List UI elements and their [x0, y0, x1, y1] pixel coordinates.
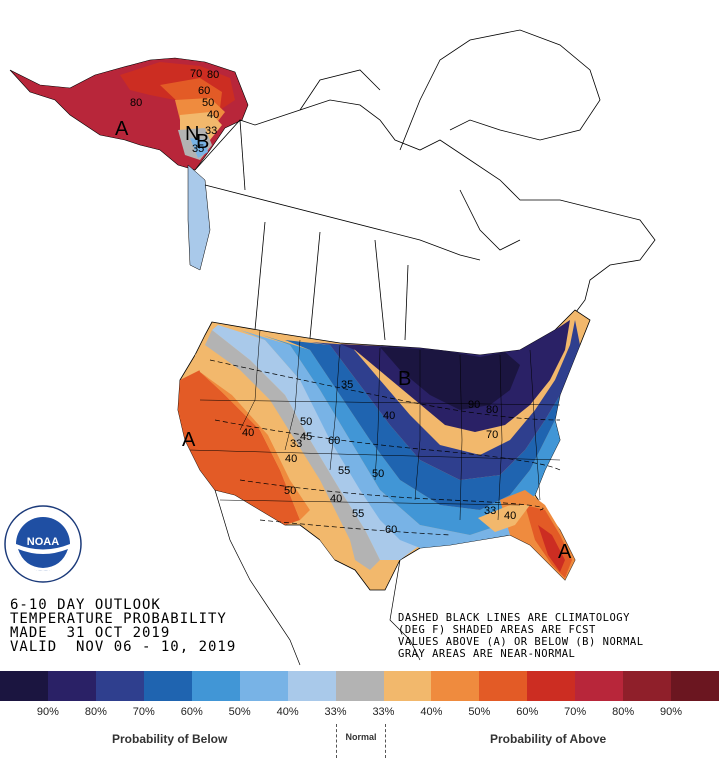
contour-label: 80 — [207, 69, 219, 81]
legend-swatch — [575, 671, 624, 701]
probability-legend — [0, 671, 719, 701]
legend-tick-label: 70% — [132, 706, 155, 718]
contour-label: 40 — [242, 427, 254, 439]
forecast-map: B A A N B A 70 80 60 50 40 33 80 35 40 3… — [9, 29, 656, 666]
contour-label: 40 — [207, 109, 219, 121]
state-lines — [189, 329, 561, 521]
legend-normal-label: Normal — [345, 732, 377, 742]
contour-label: 55 — [352, 508, 364, 520]
contour-label: 80 — [130, 97, 142, 109]
contour-label: 45 — [300, 431, 312, 443]
legend-swatch — [143, 671, 192, 701]
canada-outline — [194, 29, 656, 341]
contour-label: 50 — [372, 468, 384, 480]
legend-swatch — [95, 671, 144, 701]
contour-label: 90 — [468, 399, 480, 411]
legend-above-label: Probability of Above — [490, 732, 607, 746]
label-below-ak: B — [196, 131, 209, 153]
noaa-logo-text: NOAA — [27, 536, 59, 548]
contour-label: 40 — [504, 510, 516, 522]
legend-tick-label: 60% — [180, 706, 203, 718]
legend-tick-label: 40% — [276, 706, 299, 718]
noaa-logo: NOAA — [4, 505, 82, 583]
contour-label: 33 — [484, 505, 496, 517]
alaska-forecast — [9, 57, 249, 271]
contour-label: 70 — [486, 429, 498, 441]
label-above-west: A — [182, 429, 196, 451]
legend-tick-label: 90% — [36, 706, 59, 718]
contour-label: 35 — [192, 143, 204, 155]
contour-label: 50 — [300, 416, 312, 428]
contour-label: 40 — [285, 453, 297, 465]
label-above-ak: A — [115, 118, 129, 140]
mexico-outline — [214, 489, 421, 666]
legend-ticks: 90% 80% 70% 60% 50% 40% 33% 33% 40% 50% 60% 70% 80% 9… — [0, 706, 719, 720]
contour-label: 35 — [341, 379, 353, 391]
contour-label: 33 — [205, 125, 217, 137]
legend-swatch — [623, 671, 672, 701]
contour-label: 70 — [190, 68, 202, 80]
conus-forecast — [177, 309, 591, 591]
label-near-normal-ak: N — [185, 123, 199, 145]
contour-label: 60 — [328, 435, 340, 447]
legend-swatch — [47, 671, 96, 701]
contour-label: 80 — [486, 404, 498, 416]
legend-tick-label: 50% — [468, 706, 491, 718]
contour-label: 55 — [338, 465, 350, 477]
legend-swatch — [383, 671, 432, 701]
legend-tick-label: 80% — [84, 706, 107, 718]
outlook-title: 6-10 DAY OUTLOOK TEMPERATURE PROBABILITY… — [10, 598, 236, 654]
contour-label: 33 — [290, 438, 302, 450]
note-line: VALUES ABOVE (A) OR BELOW (B) NORMAL — [398, 636, 644, 648]
legend-tick-label: 33% — [324, 706, 347, 718]
legend-swatch — [239, 671, 288, 701]
legend-swatch — [335, 671, 384, 701]
contour-label: 40 — [383, 410, 395, 422]
legend-tick-label: 80% — [612, 706, 635, 718]
climatology-lines — [209, 359, 561, 536]
note-line: DASHED BLACK LINES ARE CLIMATOLOGY — [398, 612, 630, 624]
map-notes: DASHED BLACK LINES ARE CLIMATOLOGY (DEG … — [398, 612, 644, 660]
contour-label: 40 — [330, 493, 342, 505]
legend-tick-label: 70% — [564, 706, 587, 718]
title-line: 6-10 DAY OUTLOOK — [10, 597, 161, 613]
label-below: B — [398, 368, 411, 390]
note-line: (DEG F) SHADED AREAS ARE FCST — [398, 624, 596, 636]
legend-swatch — [431, 671, 480, 701]
legend-tick-label: 90% — [660, 706, 683, 718]
legend-tick-label: 33% — [372, 706, 395, 718]
legend-tick-label: 60% — [516, 706, 539, 718]
legend-tick-label: 40% — [420, 706, 443, 718]
contour-label: 60 — [385, 524, 397, 536]
legend-swatch — [479, 671, 528, 701]
title-line: TEMPERATURE PROBABILITY — [10, 611, 227, 627]
legend-swatch — [671, 671, 719, 701]
contour-label: 50 — [202, 97, 214, 109]
legend-normal-box: Normal — [336, 724, 386, 758]
legend-swatch — [527, 671, 576, 701]
contour-label: 50 — [284, 485, 296, 497]
title-line: VALID NOV 06 - 10, 2019 — [10, 639, 237, 655]
note-line: GRAY AREAS ARE NEAR-NORMAL — [398, 648, 576, 660]
legend-swatch — [0, 671, 48, 701]
legend-below-label: Probability of Below — [112, 732, 228, 746]
legend-swatch — [287, 671, 336, 701]
legend-tick-label: 50% — [228, 706, 251, 718]
title-line: MADE 31 OCT 2019 — [10, 625, 171, 641]
label-above-florida: A — [558, 541, 572, 563]
contour-label: 60 — [198, 85, 210, 97]
legend-swatch — [191, 671, 240, 701]
